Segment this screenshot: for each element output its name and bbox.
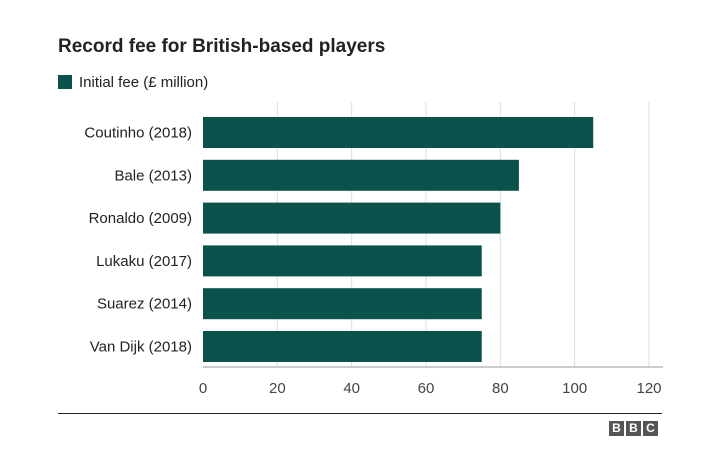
category-label: Lukaku (2017)	[96, 253, 192, 270]
legend-label: Initial fee (£ million)	[79, 73, 209, 91]
bar	[203, 202, 501, 234]
x-tick-label: 100	[562, 380, 587, 397]
x-tick-label: 0	[199, 380, 207, 397]
x-tick-label: 40	[343, 380, 360, 397]
x-tick-label: 60	[418, 380, 435, 397]
logo-letter-c: C	[643, 421, 658, 436]
bbc-logo: B B C	[609, 421, 658, 436]
x-tick-label: 80	[492, 380, 509, 397]
category-label: Ronaldo (2009)	[89, 210, 192, 227]
bar	[203, 159, 519, 191]
logo-letter-b1: B	[609, 421, 624, 436]
x-tick-label: 20	[269, 380, 286, 397]
category-label: Van Dijk (2018)	[90, 339, 192, 356]
category-label: Suarez (2014)	[97, 296, 192, 313]
chart-legend: Initial fee (£ million)	[58, 72, 208, 92]
category-label: Bale (2013)	[114, 167, 192, 184]
chart-title: Record fee for British-based players	[58, 36, 386, 57]
bar	[203, 245, 482, 277]
x-tick-label: 120	[636, 380, 661, 397]
bar	[203, 331, 482, 362]
logo-letter-b2: B	[626, 421, 641, 436]
bar	[203, 288, 482, 320]
category-label: Coutinho (2018)	[84, 125, 192, 142]
footer-rule	[58, 413, 662, 414]
legend-swatch	[58, 75, 72, 89]
bar	[203, 117, 594, 148]
